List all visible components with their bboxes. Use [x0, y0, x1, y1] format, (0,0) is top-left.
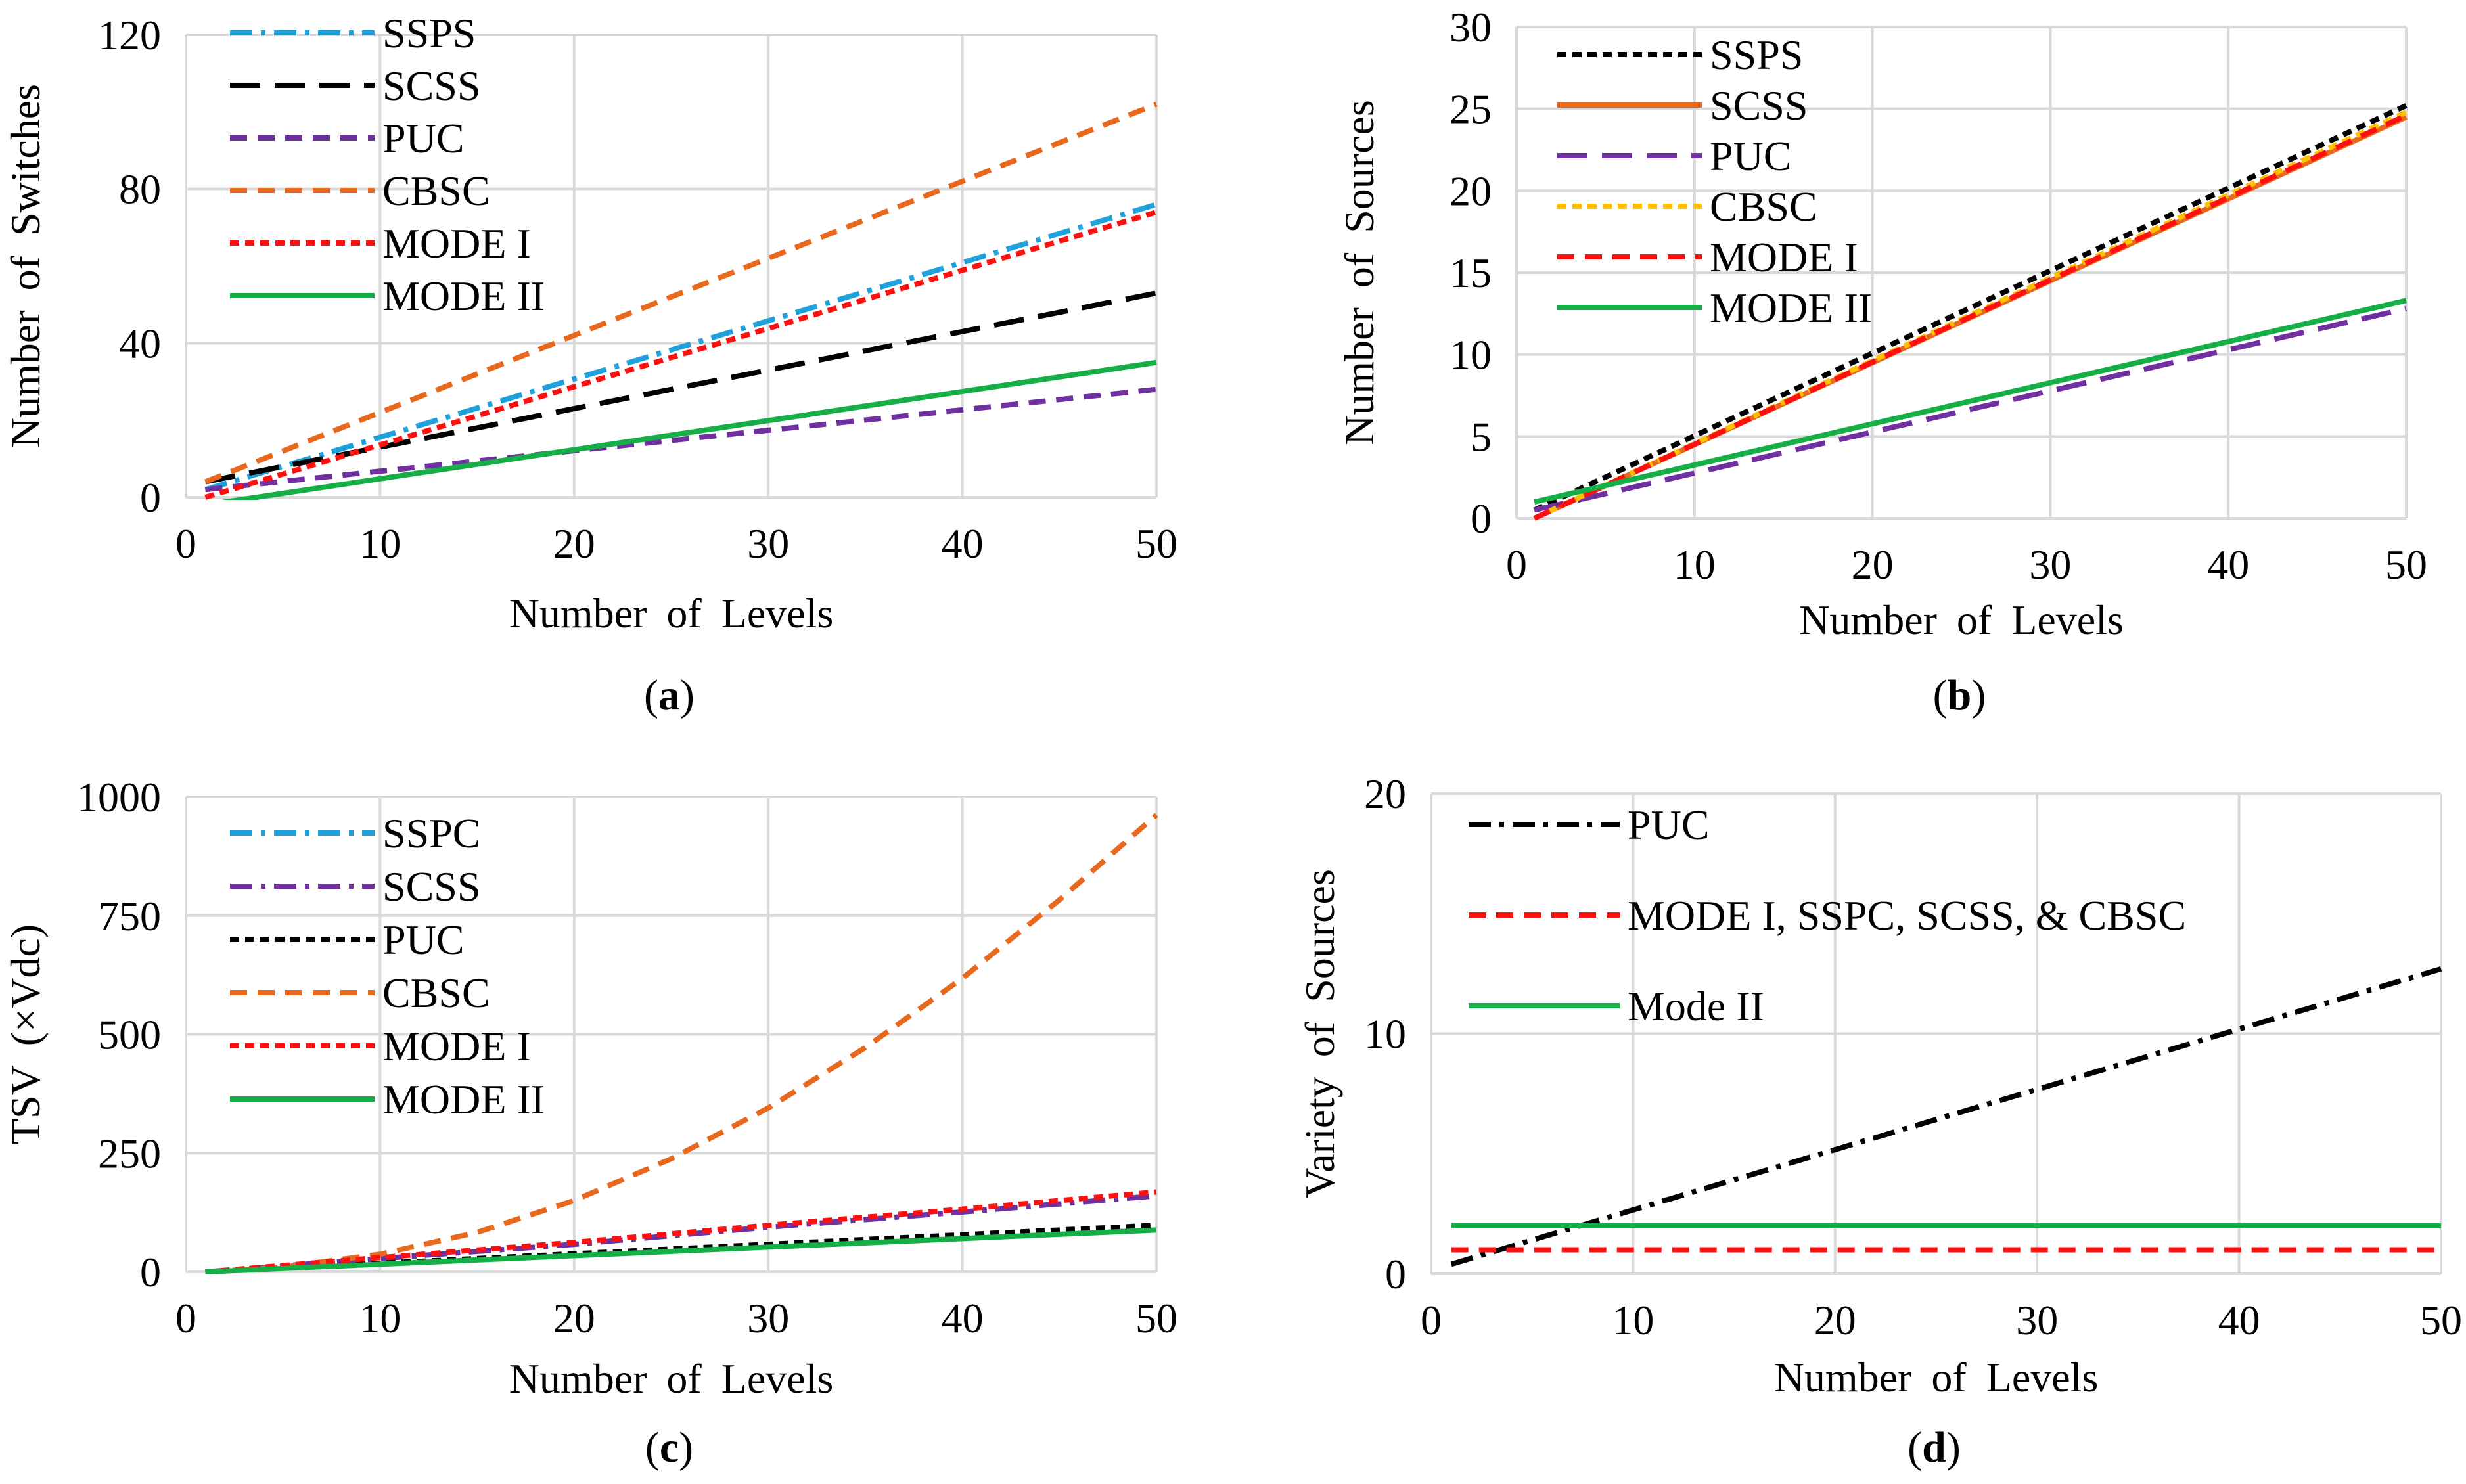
series-line-ssps: [1533, 103, 2408, 513]
series-line-mode-ii: [221, 359, 1157, 500]
x-tick-label: 0: [175, 1295, 196, 1341]
x-tick-label: 50: [2385, 541, 2427, 588]
y-axis-label: Variety of Sources: [1296, 869, 1343, 1198]
series-line-mode-ii: [205, 1227, 1157, 1274]
x-tick-label: 40: [942, 520, 984, 567]
legend-label: MODE I, SSPC, SCSS, & CBSC: [1628, 892, 2186, 939]
chart-d: 0 10 20 30 40 50 0 10 20 Number of Levels Variety …: [1296, 771, 2462, 1472]
x-axis-label: Number of Levels: [509, 590, 834, 637]
x-tick-label: 30: [2029, 541, 2071, 588]
x-tick-label: 30: [747, 1295, 789, 1341]
legend-label: PUC: [1628, 801, 1710, 848]
y-tick-label: 0: [140, 474, 161, 521]
y-tick-label: 25: [1450, 86, 1492, 133]
series-line-puc: [205, 386, 1157, 493]
series-line-puc: [1534, 306, 2407, 513]
y-tick-label: 40: [119, 320, 161, 367]
y-tick-label: 0: [140, 1249, 161, 1295]
x-tick-label: 10: [1674, 541, 1716, 588]
x-axis-label: Number of Levels: [1774, 1354, 2099, 1401]
y-tick-label: 30: [1450, 4, 1492, 51]
legend-label: MODE I: [1710, 234, 1858, 281]
legend-label: MODE I: [382, 220, 531, 267]
y-tick-label: 10: [1450, 332, 1492, 378]
legend-label: PUC: [382, 916, 465, 963]
y-tick-label: 20: [1450, 168, 1492, 214]
y-tick-label: 750: [98, 893, 161, 939]
series-line-mode-i: [1533, 112, 2408, 521]
x-tick-label: 10: [1612, 1297, 1654, 1343]
legend-label: Mode II: [1628, 983, 1764, 1029]
x-tick-label: 30: [747, 520, 789, 567]
x-tick-label: 20: [553, 1295, 595, 1341]
legend-label: SSPS: [382, 10, 476, 56]
y-tick-label: 120: [98, 12, 161, 58]
legend-label: MODE II: [382, 273, 545, 319]
y-tick-label: 80: [119, 166, 161, 213]
x-tick-label: 10: [359, 520, 401, 567]
x-tick-label: 50: [2420, 1297, 2462, 1343]
x-tick-label: 0: [175, 520, 196, 567]
legend-label: SCSS: [1710, 82, 1808, 129]
x-tick-label: 30: [2016, 1297, 2058, 1343]
series-line-scss: [204, 290, 1157, 485]
legend-label: MODE II: [1710, 284, 1872, 331]
y-tick-label: 20: [1364, 771, 1406, 817]
panel-caption: (a): [644, 671, 695, 719]
y-tick-label: 10: [1364, 1011, 1406, 1058]
legend-label: MODE II: [382, 1076, 545, 1123]
x-tick-label: 10: [359, 1295, 401, 1341]
legend-label: MODE I: [382, 1023, 531, 1069]
chart-b: 0 10 20 30 40 50 0 5 10 15 20 25 30 Number of Levels N…: [1336, 4, 2427, 719]
x-tick-label: 20: [553, 520, 595, 567]
x-tick-label: 20: [1852, 541, 1894, 588]
y-axis-label: Number of Sources: [1336, 100, 1382, 445]
y-axis-label: TSV (×Vdc): [2, 924, 49, 1144]
x-tick-label: 40: [942, 1295, 984, 1341]
legend-label: PUC: [1710, 133, 1792, 179]
series-line-ssps: [204, 202, 1158, 493]
series-line-puc: [205, 1223, 1157, 1274]
x-tick-label: 40: [2218, 1297, 2260, 1343]
y-tick-label: 5: [1471, 413, 1492, 460]
chart-a: 0 10 20 30 40 50 0 40 80 120 Number of Levels Numbe…: [2, 10, 1177, 719]
x-tick-label: 20: [1814, 1297, 1856, 1343]
panel-caption: (c): [645, 1424, 693, 1472]
y-tick-label: 500: [98, 1012, 161, 1058]
legend-label: CBSC: [382, 168, 490, 214]
x-tick-label: 0: [1506, 541, 1527, 588]
panel-caption: (d): [1907, 1424, 1961, 1472]
legend-label: SCSS: [382, 62, 480, 109]
y-tick-label: 1000: [77, 774, 161, 821]
y-tick-label: 0: [1471, 495, 1492, 542]
y-tick-label: 250: [98, 1130, 161, 1177]
y-axis-label: Number of Switches: [2, 84, 49, 448]
x-axis-label: Number of Levels: [1799, 596, 2124, 643]
legend-label: SSPC: [382, 810, 480, 857]
x-tick-label: 40: [2207, 541, 2249, 588]
series-line-mode-ii: [1534, 298, 2407, 505]
series-line-mode-i: [205, 1189, 1157, 1274]
y-tick-label: 15: [1450, 250, 1492, 296]
legend-label: SSPS: [1710, 32, 1803, 78]
series-line-scss: [205, 1193, 1157, 1274]
series-line-puc: [1450, 966, 2442, 1267]
panel-caption: (b): [1933, 671, 1986, 719]
legend-label: CBSC: [1710, 183, 1817, 230]
x-tick-label: 50: [1135, 1295, 1177, 1341]
y-tick-label: 0: [1385, 1251, 1406, 1297]
x-tick-label: 50: [1135, 520, 1177, 567]
legend-label: CBSC: [382, 970, 490, 1016]
legend-label: PUC: [382, 115, 465, 162]
legend-label: SCSS: [382, 863, 480, 910]
x-tick-label: 0: [1421, 1297, 1442, 1343]
series-line-cbsc: [204, 101, 1158, 485]
x-axis-label: Number of Levels: [509, 1355, 834, 1402]
